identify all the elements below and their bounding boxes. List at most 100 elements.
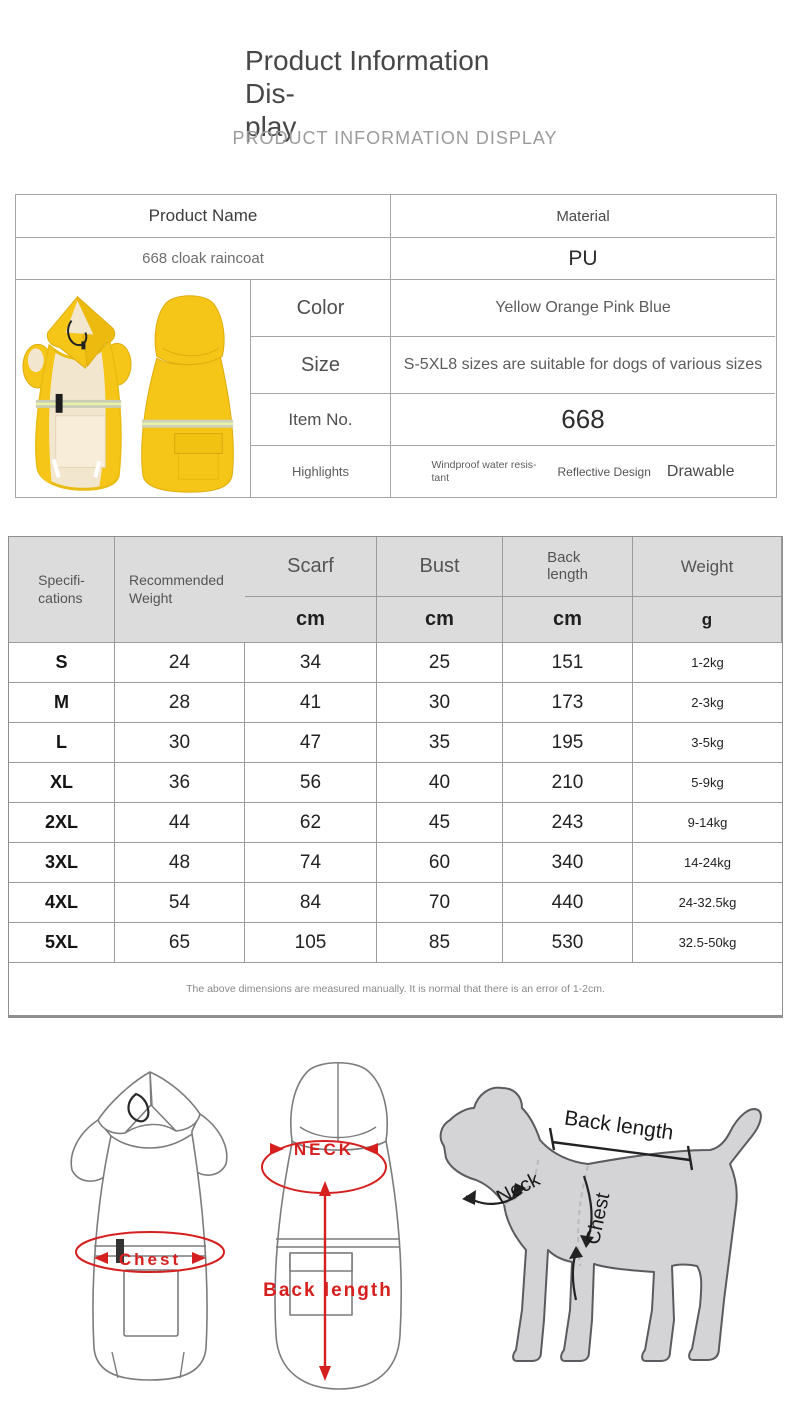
table-cell: 35 [377, 723, 503, 763]
back-length-label: Back length [263, 1280, 393, 1301]
neck-arrow-icon [512, 1183, 526, 1199]
col-header-weight: Weight [633, 537, 782, 597]
table-cell: 243 [503, 803, 633, 843]
measurement-note: The above dimensions are measured manual… [186, 983, 605, 995]
neck-left-arrow-icon [270, 1143, 284, 1155]
dog-silhouette [439, 1086, 762, 1362]
table-cell: 30 [115, 723, 245, 763]
table-cell: 60 [377, 843, 503, 883]
product-photo-illustration [22, 295, 234, 493]
table-cell: 41 [245, 683, 377, 723]
spec-header-line1: Specifi- [38, 572, 85, 588]
table-cell: 2-3kg [633, 683, 782, 723]
table-cell: 85 [377, 923, 503, 963]
dog-back-length-label: Back length [563, 1107, 675, 1145]
chest-arrow-icon [580, 1235, 594, 1248]
chest-label: Chest [119, 1250, 181, 1269]
table-row-size: XL [9, 763, 115, 803]
table-cell: 105 [245, 923, 377, 963]
page-title-line1: Product Information Dis- [245, 45, 490, 110]
product-photo-back-coat [141, 295, 234, 493]
table-cell: 173 [503, 683, 633, 723]
table-cell: 62 [245, 803, 377, 843]
col-header-recommended: Recommended Weight [115, 537, 245, 643]
unit-scarf: cm [245, 597, 377, 643]
color-value: Yellow Orange Pink Blue [391, 280, 775, 337]
table-cell: 340 [503, 843, 633, 883]
table-cell: 195 [503, 723, 633, 763]
back-length-line1: Back [547, 549, 581, 566]
col-header-bust: Bust [377, 537, 503, 597]
table-row-size: 5XL [9, 923, 115, 963]
table-cell: 30 [377, 683, 503, 723]
item-no-value: 668 [391, 394, 775, 446]
col-header-scarf: Scarf [245, 537, 377, 597]
table-cell: 530 [503, 923, 633, 963]
dog-diagram: Back length Neck Chest [439, 1086, 762, 1362]
neck-arrow-icon [462, 1190, 476, 1205]
page-title: Product Information Dis- play [0, 44, 790, 143]
highlight-drawable: Drawable [666, 462, 735, 480]
material-value: PU [391, 238, 775, 280]
highlight-reflective: Reflective Design [557, 464, 651, 479]
item-no-label: Item No. [251, 394, 391, 446]
table-cell: 28 [115, 683, 245, 723]
page-subtitle: PRODUCT INFORMATION DISPLAY [232, 128, 558, 148]
spec-header: Specifi- cations [9, 537, 115, 643]
color-label: Color [251, 280, 391, 337]
table-cell: 24-32.5kg [633, 883, 782, 923]
table-cell: 54 [115, 883, 245, 923]
product-photo [16, 280, 251, 497]
table-cell: 40 [377, 763, 503, 803]
back-length-annotation: Back length [263, 1181, 393, 1381]
table-cell: 9-14kg [633, 803, 782, 843]
table-cell: 45 [377, 803, 503, 843]
table-cell: 36 [115, 763, 245, 803]
highlights-values: Windproof water resis-tant Reflective De… [391, 446, 775, 497]
coat-front-diagram: Chest [70, 1071, 228, 1381]
chest-arrow-icon [569, 1246, 583, 1259]
product-photo-front-coat [22, 295, 132, 491]
table-row-size: M [9, 683, 115, 723]
table-cell: 48 [115, 843, 245, 883]
table-cell: 3-5kg [633, 723, 782, 763]
unit-back-length: cm [503, 597, 633, 643]
unit-bust: cm [377, 597, 503, 643]
product-name-value: 668 cloak raincoat [16, 238, 391, 280]
table-cell: 5-9kg [633, 763, 782, 803]
size-value: S-5XL8 sizes are suitable for dogs of va… [391, 337, 775, 394]
table-cell: 70 [377, 883, 503, 923]
highlight-windproof: Windproof water resis-tant [431, 458, 537, 484]
table-row-size: 2XL [9, 803, 115, 843]
col-header-back-length: Back length [503, 537, 633, 597]
table-cell: 56 [245, 763, 377, 803]
page-title-line2: play [245, 111, 297, 143]
table-row-size: 4XL [9, 883, 115, 923]
table-cell: 25 [377, 643, 503, 683]
chest-left-arrow-icon [94, 1252, 108, 1264]
table-row-size: S [9, 643, 115, 683]
size-label: Size [251, 337, 391, 394]
table-cell: 74 [245, 843, 377, 883]
spec-header-line2: cations [38, 589, 83, 606]
table-cell: 32.5-50kg [633, 923, 782, 963]
table-cell: 24 [115, 643, 245, 683]
size-chart-table: Specifi- cations Scarf Bust Back length … [8, 536, 783, 1018]
chest-annotation: Chest [75, 1231, 225, 1273]
coat-back-diagram: NECK Back length [261, 1062, 403, 1390]
table-cell: 34 [245, 643, 377, 683]
table-cell: 65 [115, 923, 245, 963]
table-cell: 151 [503, 643, 633, 683]
recommended-line2: Weight [129, 589, 173, 606]
table-cell: 44 [115, 803, 245, 843]
table-cell: 14-24kg [633, 843, 782, 883]
table-cell: 1-2kg [633, 643, 782, 683]
back-length-line2: length [547, 565, 588, 583]
arrow-up-icon [319, 1181, 331, 1196]
recommended-line1: Recommended [129, 572, 224, 588]
arrow-down-icon [319, 1366, 331, 1381]
table-cell: 84 [245, 883, 377, 923]
table-row-size: 3XL [9, 843, 115, 883]
table-row-size: L [9, 723, 115, 763]
